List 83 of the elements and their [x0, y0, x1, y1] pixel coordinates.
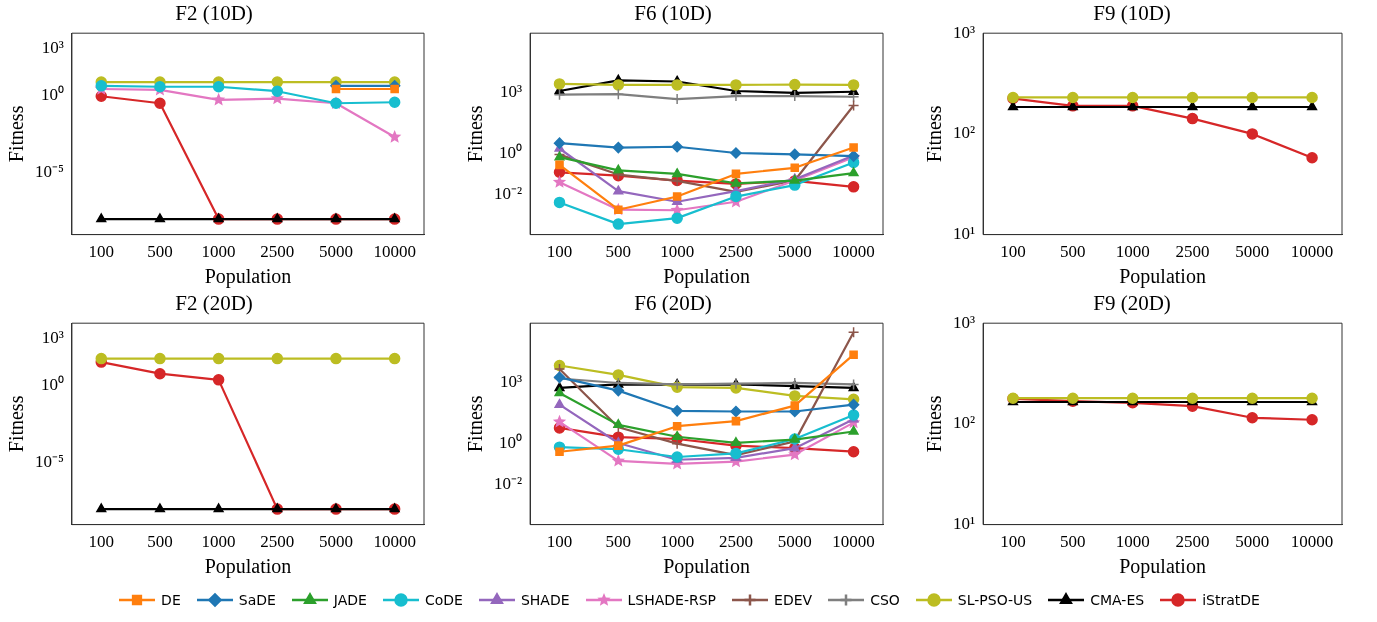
x-tick-label: 1000	[201, 242, 236, 262]
legend-label: DE	[161, 592, 181, 608]
x-axis-title: Population	[663, 555, 750, 579]
y-tick-label: 10⁰	[499, 143, 523, 163]
chart-title: F9 (10D)	[1093, 1, 1171, 26]
x-tick-label: 2500	[260, 242, 295, 262]
x-tick-label: 5000	[777, 532, 812, 552]
y-tick-label: 10⁰	[40, 374, 64, 394]
x-tick-label: 2500	[1175, 532, 1210, 552]
x-tick-label: 2500	[260, 532, 295, 552]
x-tick-label: 1000	[201, 532, 236, 552]
legend-label: CSO	[870, 592, 900, 608]
x-tick-label: 5000	[1235, 532, 1270, 552]
x-tick-label: 10000	[373, 532, 416, 552]
legend-label: SL-PSO-US	[957, 592, 1033, 608]
x-axis-title: Population	[1119, 265, 1206, 289]
x-tick-label: 2500	[718, 242, 753, 262]
legend-label: iStratDE	[1202, 592, 1260, 608]
y-tick-label: 10⁰	[40, 84, 64, 104]
x-tick-label: 10000	[373, 242, 416, 262]
chart-title: F9 (20D)	[1093, 291, 1171, 316]
legend-label: EDEV	[774, 592, 813, 608]
x-tick-label: 100	[546, 242, 573, 262]
y-tick-label: 10⁻²	[493, 183, 523, 203]
y-tick-label: 10³	[41, 38, 64, 58]
x-tick-label: 1000	[1115, 532, 1150, 552]
legend-label: LSHADE-RSP	[627, 592, 717, 608]
x-tick-label: 5000	[318, 242, 353, 262]
y-axis-title: Fitness	[464, 395, 487, 453]
chart-title: F6 (20D)	[634, 291, 712, 316]
x-tick-label: 100	[1000, 532, 1026, 552]
x-tick-label: 100	[1000, 242, 1026, 262]
y-tick-label: 10⁰	[499, 433, 523, 453]
x-tick-label: 10000	[1290, 242, 1334, 262]
x-tick-label: 500	[1060, 532, 1086, 552]
x-tick-label: 500	[1060, 242, 1086, 262]
x-tick-label: 2500	[718, 532, 753, 552]
x-axis-title: Population	[204, 555, 292, 579]
x-tick-label: 500	[147, 532, 173, 552]
x-tick-label: 5000	[777, 242, 812, 262]
chart-title: F2 (10D)	[175, 1, 253, 26]
y-tick-label: 10³	[499, 372, 523, 392]
y-tick-label: 10³	[499, 82, 523, 102]
x-tick-label: 500	[605, 242, 632, 262]
y-tick-label: 10¹	[952, 514, 976, 534]
y-tick-label: 10⁻⁵	[34, 452, 64, 472]
y-axis-title: Fitness	[923, 105, 946, 163]
x-tick-label: 500	[147, 242, 173, 262]
legend-label: SaDE	[238, 592, 276, 608]
x-tick-label: 5000	[318, 532, 353, 552]
x-tick-label: 1000	[660, 532, 695, 552]
y-axis-title: Fitness	[5, 395, 28, 453]
x-tick-label: 500	[605, 532, 632, 552]
y-axis-title: Fitness	[5, 105, 28, 163]
y-tick-label: 10⁻²	[493, 473, 523, 493]
y-tick-label: 10²	[952, 123, 976, 143]
x-tick-label: 1000	[1115, 242, 1150, 262]
x-tick-label: 100	[88, 532, 115, 552]
y-tick-label: 10³	[41, 328, 64, 348]
x-tick-label: 10000	[1290, 532, 1334, 552]
x-axis-title: Population	[204, 265, 292, 289]
x-tick-label: 100	[88, 242, 115, 262]
x-tick-label: 5000	[1235, 242, 1270, 262]
legend-label: CoDE	[424, 592, 463, 608]
x-axis-title: Population	[1119, 555, 1206, 579]
y-axis-title: Fitness	[923, 395, 946, 453]
legend-label: JADE	[333, 592, 367, 608]
x-tick-label: 100	[546, 532, 573, 552]
chart-title: F6 (10D)	[634, 1, 712, 26]
y-axis-title: Fitness	[464, 105, 487, 163]
x-axis-title: Population	[663, 265, 750, 289]
y-tick-label: 10¹	[952, 224, 976, 244]
x-tick-label: 2500	[1175, 242, 1210, 262]
y-tick-label: 10⁻⁵	[34, 162, 64, 182]
y-tick-label: 10²	[952, 413, 976, 433]
y-tick-label: 10³	[952, 22, 976, 42]
y-tick-label: 10³	[952, 312, 976, 332]
legend-label: SHADE	[520, 592, 570, 608]
x-tick-label: 10000	[832, 242, 875, 262]
x-tick-label: 10000	[832, 532, 875, 552]
chart-title: F2 (20D)	[175, 291, 253, 316]
legend-label: CMA-ES	[1090, 592, 1145, 608]
x-tick-label: 1000	[660, 242, 695, 262]
